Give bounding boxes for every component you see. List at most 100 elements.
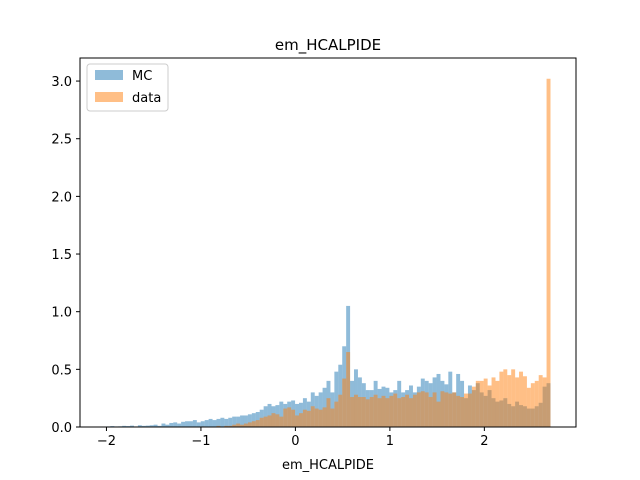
bar-mc-18 (177, 423, 182, 427)
chart-title: em_HCALPIDE (275, 36, 381, 55)
bar-mc-19 (181, 421, 186, 427)
legend-swatch-mc (95, 70, 123, 80)
bar-data-83 (432, 392, 437, 427)
bar-data-65 (361, 397, 366, 427)
bar-mc-30 (224, 418, 229, 427)
bar-mc-10 (145, 425, 150, 427)
legend-label-data: data (132, 91, 161, 106)
bar-data-55 (322, 407, 327, 427)
bar-mc-58 (334, 371, 339, 427)
legend-label-mc: MC (132, 69, 152, 84)
bar-data-32 (232, 424, 237, 427)
bar-data-70 (381, 395, 386, 427)
bar-data-69 (377, 398, 382, 427)
bar-data-73 (393, 393, 398, 427)
bar-mc-13 (157, 425, 162, 427)
bar-mc-31 (228, 417, 233, 427)
y-tick-label: 2.0 (51, 190, 72, 205)
bar-data-58 (334, 401, 339, 427)
bar-data-98 (491, 377, 496, 427)
bar-data-41 (267, 415, 272, 427)
bar-data-102 (507, 375, 512, 427)
bar-data-106 (522, 376, 527, 427)
bar-data-95 (479, 380, 484, 427)
bar-mc-16 (169, 422, 174, 427)
bar-data-112 (546, 78, 551, 427)
bar-mc-26 (208, 418, 213, 427)
bar-data-87 (448, 393, 453, 427)
bar-mc-27 (212, 420, 217, 427)
bar-data-104 (515, 377, 520, 427)
bar-mc-84 (436, 373, 441, 427)
bar-data-52 (310, 406, 315, 427)
bar-mc-14 (161, 423, 166, 427)
bar-data-36 (247, 422, 252, 427)
bar-data-94 (475, 380, 480, 427)
x-tick-label: −1 (191, 434, 210, 449)
y-tick-label: 2.5 (51, 133, 72, 148)
bar-data-64 (357, 397, 362, 427)
bar-data-30 (224, 425, 229, 427)
bar-mc-44 (279, 401, 284, 427)
bar-data-48 (295, 415, 300, 427)
bar-data-86 (444, 392, 449, 427)
bar-mc-32 (232, 416, 237, 427)
legend: MC data (86, 63, 169, 112)
y-tick-label: 3.0 (51, 75, 72, 90)
plot-frame (79, 57, 577, 428)
bar-data-53 (314, 408, 319, 427)
bar-data-37 (251, 421, 256, 427)
bar-mc-36 (247, 414, 252, 427)
bar-data-34 (240, 424, 244, 427)
bar-mc-8 (137, 425, 142, 427)
bar-data-51 (306, 410, 311, 427)
bar-data-68 (373, 394, 378, 427)
bar-mc-21 (188, 421, 193, 427)
bar-data-56 (326, 398, 331, 427)
bar-data-66 (365, 399, 370, 427)
bar-data-89 (456, 395, 461, 427)
bar-data-110 (538, 375, 543, 427)
bar-data-28 (216, 425, 221, 427)
bar-data-39 (259, 417, 264, 427)
bar-data-75 (401, 397, 406, 427)
bar-mc-17 (173, 422, 178, 427)
bar-mc-15 (165, 424, 170, 427)
bar-mc-23 (196, 422, 201, 427)
bar-data-84 (436, 401, 441, 427)
bar-mc-11 (149, 425, 154, 427)
bar-data-63 (354, 394, 358, 427)
bar-data-91 (464, 393, 468, 427)
bar-data-76 (405, 394, 410, 427)
bar-data-105 (519, 371, 523, 427)
bar-data-38 (255, 420, 260, 427)
bar-data-93 (471, 386, 476, 427)
bar-mc-22 (192, 420, 197, 427)
bar-data-47 (291, 409, 296, 427)
bar-data-40 (263, 416, 268, 427)
bar-mc-6 (130, 425, 134, 427)
bar-mc-12 (153, 424, 158, 427)
bar-mc-38 (255, 412, 260, 427)
bar-mc-29 (220, 417, 225, 427)
bar-data-77 (409, 398, 413, 427)
axes-layer: −2 −1 0 1 2 0.0 0.5 1.0 1.5 2.0 2.5 3.0 (51, 57, 577, 449)
bar-data-72 (389, 395, 394, 427)
x-axis-label: em_HCALPIDE (282, 458, 374, 473)
bar-data-71 (385, 398, 390, 427)
bar-data-101 (503, 369, 508, 427)
bar-data-80 (420, 391, 425, 427)
y-tick-label: 0.5 (51, 363, 72, 378)
bar-data-46 (287, 407, 292, 427)
bar-data-96 (483, 378, 488, 427)
bar-data-85 (440, 391, 445, 427)
x-tick-label: 0 (291, 434, 299, 449)
bar-data-74 (397, 398, 402, 427)
bar-data-45 (283, 408, 288, 427)
bar-mc-9 (141, 425, 146, 427)
bar-data-35 (243, 423, 248, 427)
bar-data-49 (299, 413, 303, 427)
bar-mc-33 (236, 416, 241, 427)
bar-data-54 (318, 409, 323, 427)
